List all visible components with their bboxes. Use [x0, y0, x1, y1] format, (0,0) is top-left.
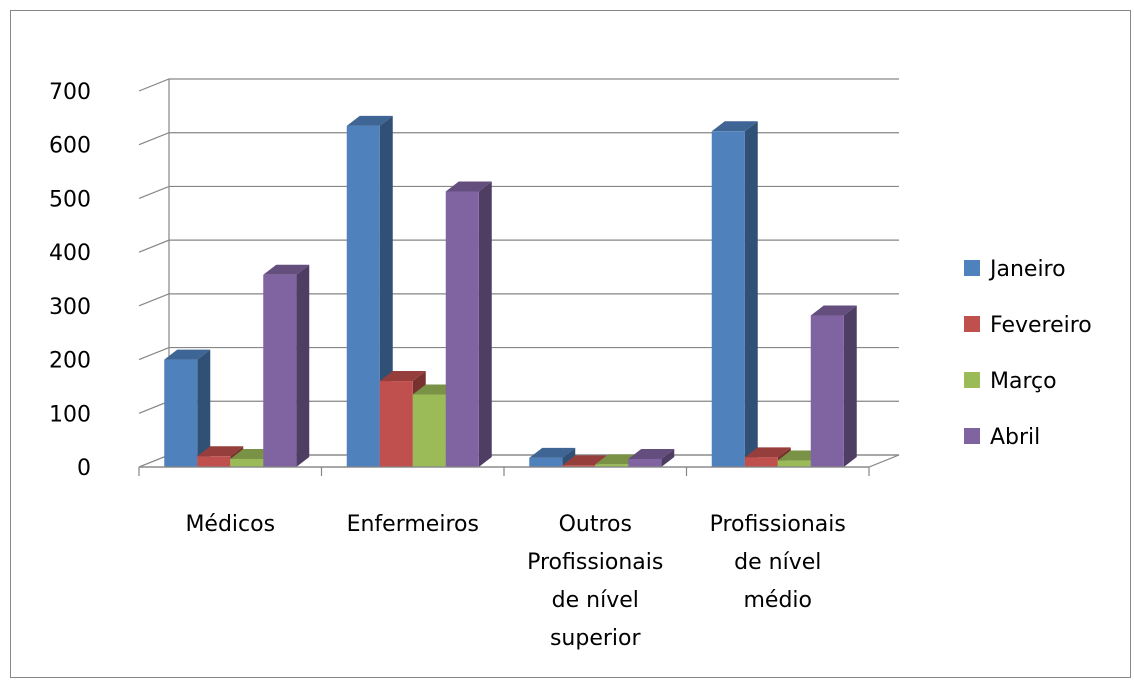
- legend-item: Fevereiro: [964, 313, 1092, 338]
- legend-label: Janeiro: [988, 257, 1066, 282]
- gridlines: [138, 78, 899, 468]
- gridline: [138, 185, 899, 199]
- category-label: Profissionais de nível médio: [710, 512, 846, 613]
- y-tick-label: 400: [49, 241, 91, 266]
- category-label: Médicos: [185, 512, 275, 537]
- y-tick-label: 500: [49, 187, 91, 212]
- legend: Janeiro Fevereiro Março Abril: [964, 257, 1092, 450]
- gridline: [138, 400, 899, 414]
- y-tick-label: 200: [49, 349, 91, 374]
- y-tick-label: 300: [49, 295, 91, 320]
- chart-area: 0 100 200 300 400 500 600 700 Médicos Enfermeiro…: [10, 10, 1131, 678]
- category-labels: Médicos Enfermeiros Outros Profissionais de …: [185, 512, 845, 651]
- bar: [711, 121, 758, 468]
- bars: [164, 115, 857, 468]
- y-tick-label: 700: [49, 80, 91, 105]
- bar: [628, 448, 675, 467]
- chart-svg: 0 100 200 300 400 500 600 700 Médicos Enfermeiro…: [49, 78, 1092, 651]
- bar: [445, 181, 492, 467]
- legend-item: Janeiro: [964, 257, 1066, 282]
- legend-swatch: [964, 316, 980, 332]
- plot-walls: [138, 79, 900, 468]
- bar: [263, 264, 310, 467]
- bar: [164, 349, 211, 467]
- gridline: [138, 78, 899, 92]
- y-axis-ticks: 0 100 200 300 400 500 600 700: [49, 80, 91, 481]
- gridline: [138, 239, 899, 253]
- legend-swatch: [964, 372, 980, 388]
- category-label: Enfermeiros: [347, 512, 479, 537]
- legend-label: Março: [990, 369, 1057, 394]
- gridline: [138, 346, 899, 361]
- gridline: [138, 132, 899, 146]
- legend-swatch: [964, 428, 980, 444]
- category-label: Outros Profissionais de nível superior: [527, 512, 663, 651]
- bar: [810, 305, 857, 467]
- legend-item: Abril: [964, 425, 1040, 450]
- legend-label: Fevereiro: [990, 313, 1092, 338]
- x-axis: [138, 466, 870, 476]
- bar: [529, 447, 576, 467]
- y-tick-label: 600: [49, 134, 91, 159]
- y-tick-label: 0: [77, 456, 91, 481]
- legend-label: Abril: [990, 425, 1040, 450]
- legend-swatch: [964, 260, 980, 276]
- y-tick-label: 100: [49, 402, 91, 427]
- legend-item: Março: [964, 369, 1057, 394]
- gridline: [138, 293, 899, 307]
